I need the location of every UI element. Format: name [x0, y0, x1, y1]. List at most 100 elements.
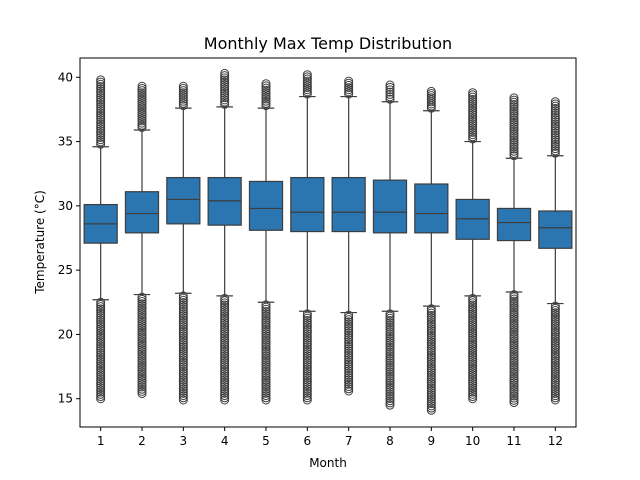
flier-high: [96, 79, 106, 89]
flier-low: [468, 357, 478, 367]
flier-low: [385, 362, 395, 372]
flier-low: [550, 364, 560, 374]
flier-low: [302, 395, 312, 405]
flier-low: [344, 330, 354, 340]
flier-low: [178, 333, 188, 343]
flier-low: [178, 395, 188, 405]
y-tick-label: 20: [58, 327, 73, 341]
flier-low: [96, 321, 106, 331]
flier-low: [426, 306, 436, 316]
flier-low: [385, 356, 395, 366]
flier-low: [550, 378, 560, 388]
flier-high: [96, 99, 106, 109]
flier-low: [344, 332, 354, 342]
flier-low: [96, 376, 106, 386]
flier-high: [302, 85, 312, 95]
flier-low: [261, 360, 271, 370]
flier-low: [509, 382, 519, 392]
flier-low: [302, 355, 312, 365]
flier-low: [509, 296, 519, 306]
flier-low: [509, 312, 519, 322]
flier-high: [261, 85, 271, 95]
flier-low: [178, 295, 188, 305]
flier-low: [550, 345, 560, 355]
flier-low: [261, 366, 271, 376]
flier-high: [468, 110, 478, 120]
flier-low: [344, 315, 354, 325]
flier-low: [96, 354, 106, 364]
flier-low: [344, 339, 354, 349]
flier-low: [550, 393, 560, 403]
flier-high: [96, 137, 106, 147]
flier-low: [302, 388, 312, 398]
flier-low: [426, 326, 436, 336]
flier-high: [468, 92, 478, 102]
flier-low: [220, 338, 230, 348]
flier-low: [550, 306, 560, 316]
flier-low: [96, 335, 106, 345]
x-tick-label: 10: [465, 434, 480, 448]
flier-low: [550, 334, 560, 344]
flier-low: [178, 322, 188, 332]
flier-low: [426, 317, 436, 327]
flier-low: [96, 310, 106, 320]
flier-low: [550, 325, 560, 335]
flier-low: [385, 396, 395, 406]
flier-high: [385, 85, 395, 95]
flier-low: [426, 388, 436, 398]
flier-low: [509, 345, 519, 355]
flier-low: [509, 371, 519, 381]
flier-low: [509, 336, 519, 346]
flier-low: [426, 359, 436, 369]
flier-low: [468, 298, 478, 308]
flier-low: [302, 324, 312, 334]
flier-low: [509, 318, 519, 328]
flier-low: [385, 378, 395, 388]
flier-low: [96, 394, 106, 404]
flier-low: [344, 366, 354, 376]
flier-low: [220, 393, 230, 403]
flier-low: [468, 372, 478, 382]
iqr-box: [290, 176, 325, 233]
flier-low: [468, 320, 478, 330]
flier-low: [426, 313, 436, 323]
flier-low: [468, 307, 478, 317]
flier-low: [509, 389, 519, 399]
flier-low: [137, 303, 147, 313]
flier-high: [96, 75, 106, 85]
iqr-box: [496, 207, 532, 242]
flier-high: [509, 137, 519, 147]
flier-high: [550, 112, 560, 122]
flier-high: [385, 87, 395, 97]
flier-high: [261, 96, 271, 106]
flier-low: [178, 315, 188, 325]
flier-low: [468, 330, 478, 340]
flier-high: [261, 79, 271, 89]
flier-low: [137, 310, 147, 320]
flier-low: [426, 332, 436, 342]
flier-low: [344, 348, 354, 358]
flier-high: [302, 76, 312, 86]
flier-low: [220, 349, 230, 359]
plot-frame: [79, 57, 577, 428]
flier-low: [385, 331, 395, 341]
box-group: [83, 68, 573, 415]
flier-low: [178, 329, 188, 339]
flier-low: [385, 387, 395, 397]
flier-low: [178, 304, 188, 314]
flier-low: [178, 368, 188, 378]
iqr-box: [124, 191, 160, 234]
flier-low: [302, 329, 312, 339]
flier-low: [509, 325, 519, 335]
flier-high: [509, 120, 519, 130]
flier-low: [509, 378, 519, 388]
flier-low: [220, 366, 230, 376]
flier-low: [426, 339, 436, 349]
flier-low: [261, 391, 271, 401]
flier-low: [178, 344, 188, 354]
flier-low: [220, 324, 230, 334]
flier-low: [550, 354, 560, 364]
flier-low: [96, 352, 106, 362]
flier-low: [509, 331, 519, 341]
flier-low: [220, 353, 230, 363]
